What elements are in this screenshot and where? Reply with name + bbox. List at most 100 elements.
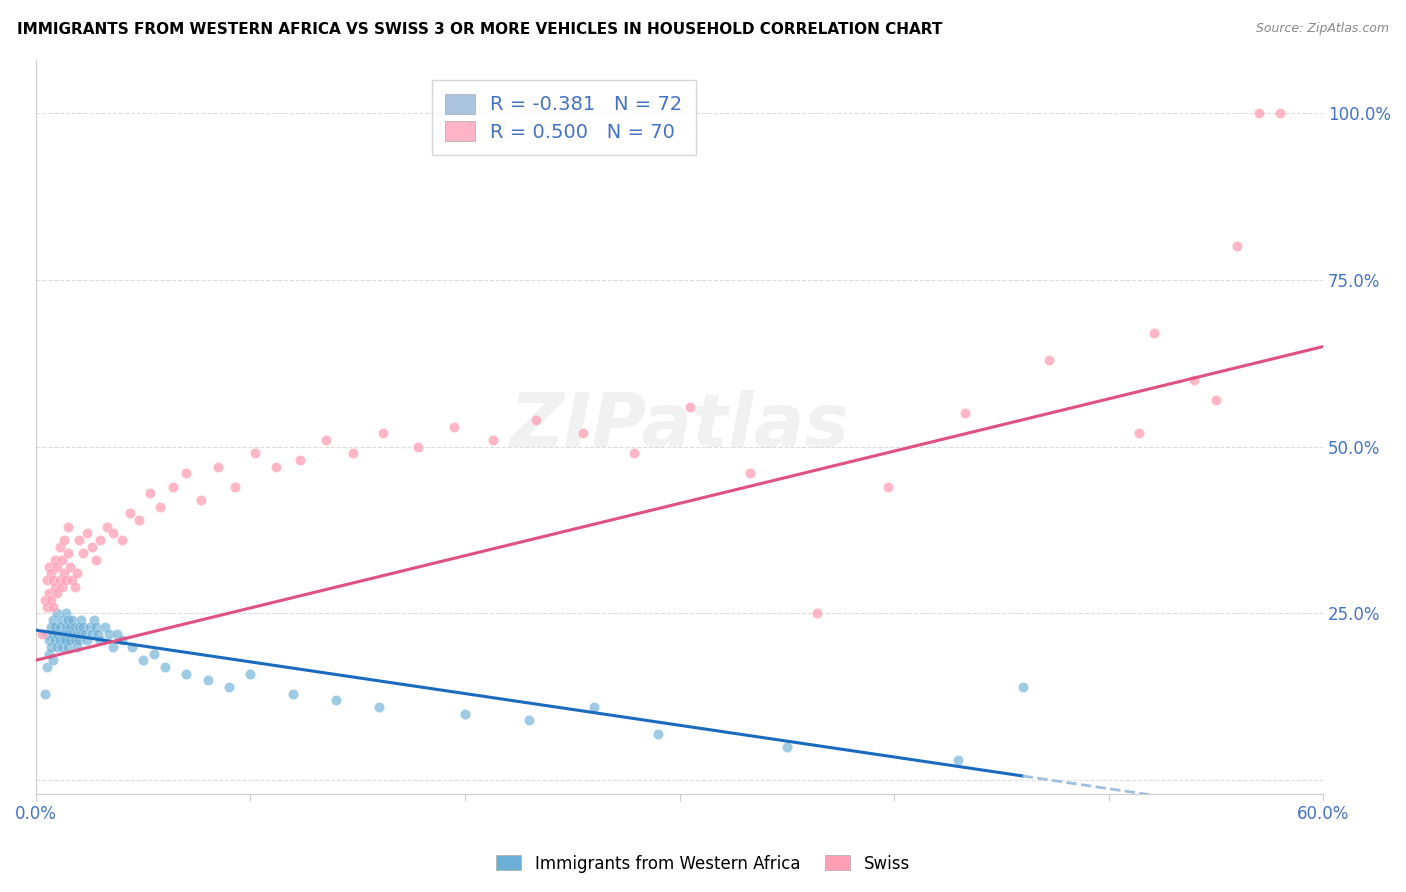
- Point: [39, 566, 62, 581]
- Point: [70, 613, 93, 627]
- Point: [97, 626, 120, 640]
- Point: [1247, 106, 1270, 120]
- Point: [207, 459, 229, 474]
- Point: [218, 680, 240, 694]
- Text: IMMIGRANTS FROM WESTERN AFRICA VS SWISS 3 OR MORE VEHICLES IN HOUSEHOLD CORRELAT: IMMIGRANTS FROM WESTERN AFRICA VS SWISS …: [17, 22, 942, 37]
- Point: [66, 626, 89, 640]
- Point: [373, 426, 395, 441]
- Point: [132, 653, 155, 667]
- Point: [1038, 352, 1060, 367]
- Point: [406, 440, 429, 454]
- Point: [67, 633, 90, 648]
- Point: [79, 620, 101, 634]
- Point: [76, 526, 98, 541]
- Point: [56, 520, 79, 534]
- Point: [46, 586, 69, 600]
- Point: [776, 739, 799, 754]
- Legend: R = -0.381   N = 72, R = 0.500   N = 70: R = -0.381 N = 72, R = 0.500 N = 70: [432, 80, 696, 155]
- Point: [76, 633, 98, 648]
- Point: [740, 467, 762, 481]
- Point: [46, 607, 69, 621]
- Point: [1011, 680, 1033, 694]
- Point: [51, 580, 73, 594]
- Point: [63, 580, 86, 594]
- Point: [39, 593, 62, 607]
- Point: [224, 480, 246, 494]
- Point: [39, 620, 62, 634]
- Point: [482, 433, 505, 447]
- Point: [51, 640, 73, 654]
- Point: [70, 626, 93, 640]
- Point: [38, 586, 60, 600]
- Point: [34, 593, 56, 607]
- Point: [83, 613, 105, 627]
- Point: [38, 633, 60, 648]
- Point: [1205, 392, 1227, 407]
- Point: [44, 620, 66, 634]
- Point: [647, 726, 669, 740]
- Point: [42, 599, 65, 614]
- Point: [162, 480, 184, 494]
- Point: [1143, 326, 1166, 341]
- Point: [39, 640, 62, 654]
- Point: [35, 660, 58, 674]
- Point: [80, 540, 103, 554]
- Point: [52, 633, 75, 648]
- Point: [519, 713, 541, 727]
- Point: [55, 607, 77, 621]
- Point: [96, 520, 118, 534]
- Point: [87, 626, 110, 640]
- Point: [524, 413, 547, 427]
- Point: [679, 400, 702, 414]
- Point: [111, 533, 134, 547]
- Point: [75, 626, 97, 640]
- Point: [806, 607, 828, 621]
- Point: [56, 546, 79, 560]
- Point: [44, 580, 66, 594]
- Point: [60, 573, 83, 587]
- Point: [197, 673, 219, 688]
- Point: [121, 640, 143, 654]
- Point: [72, 620, 94, 634]
- Point: [264, 459, 287, 474]
- Point: [190, 493, 212, 508]
- Point: [56, 613, 79, 627]
- Point: [243, 446, 266, 460]
- Point: [48, 620, 70, 634]
- Point: [101, 640, 124, 654]
- Point: [60, 626, 83, 640]
- Point: [342, 446, 364, 460]
- Point: [1270, 106, 1292, 120]
- Point: [283, 687, 305, 701]
- Point: [325, 693, 347, 707]
- Point: [31, 626, 53, 640]
- Point: [38, 559, 60, 574]
- Point: [52, 566, 75, 581]
- Point: [454, 706, 477, 721]
- Point: [56, 626, 79, 640]
- Point: [174, 666, 197, 681]
- Point: [46, 640, 69, 654]
- Point: [42, 626, 65, 640]
- Point: [443, 419, 465, 434]
- Point: [66, 566, 89, 581]
- Point: [623, 446, 645, 460]
- Point: [51, 613, 73, 627]
- Point: [101, 526, 124, 541]
- Point: [38, 647, 60, 661]
- Point: [48, 573, 70, 587]
- Point: [55, 573, 77, 587]
- Point: [59, 559, 82, 574]
- Point: [42, 573, 65, 587]
- Point: [35, 573, 58, 587]
- Point: [582, 700, 605, 714]
- Point: [63, 633, 86, 648]
- Point: [34, 687, 56, 701]
- Point: [42, 653, 65, 667]
- Point: [1184, 373, 1206, 387]
- Point: [84, 553, 107, 567]
- Point: [142, 647, 165, 661]
- Point: [111, 633, 134, 648]
- Point: [1226, 239, 1249, 253]
- Point: [174, 467, 197, 481]
